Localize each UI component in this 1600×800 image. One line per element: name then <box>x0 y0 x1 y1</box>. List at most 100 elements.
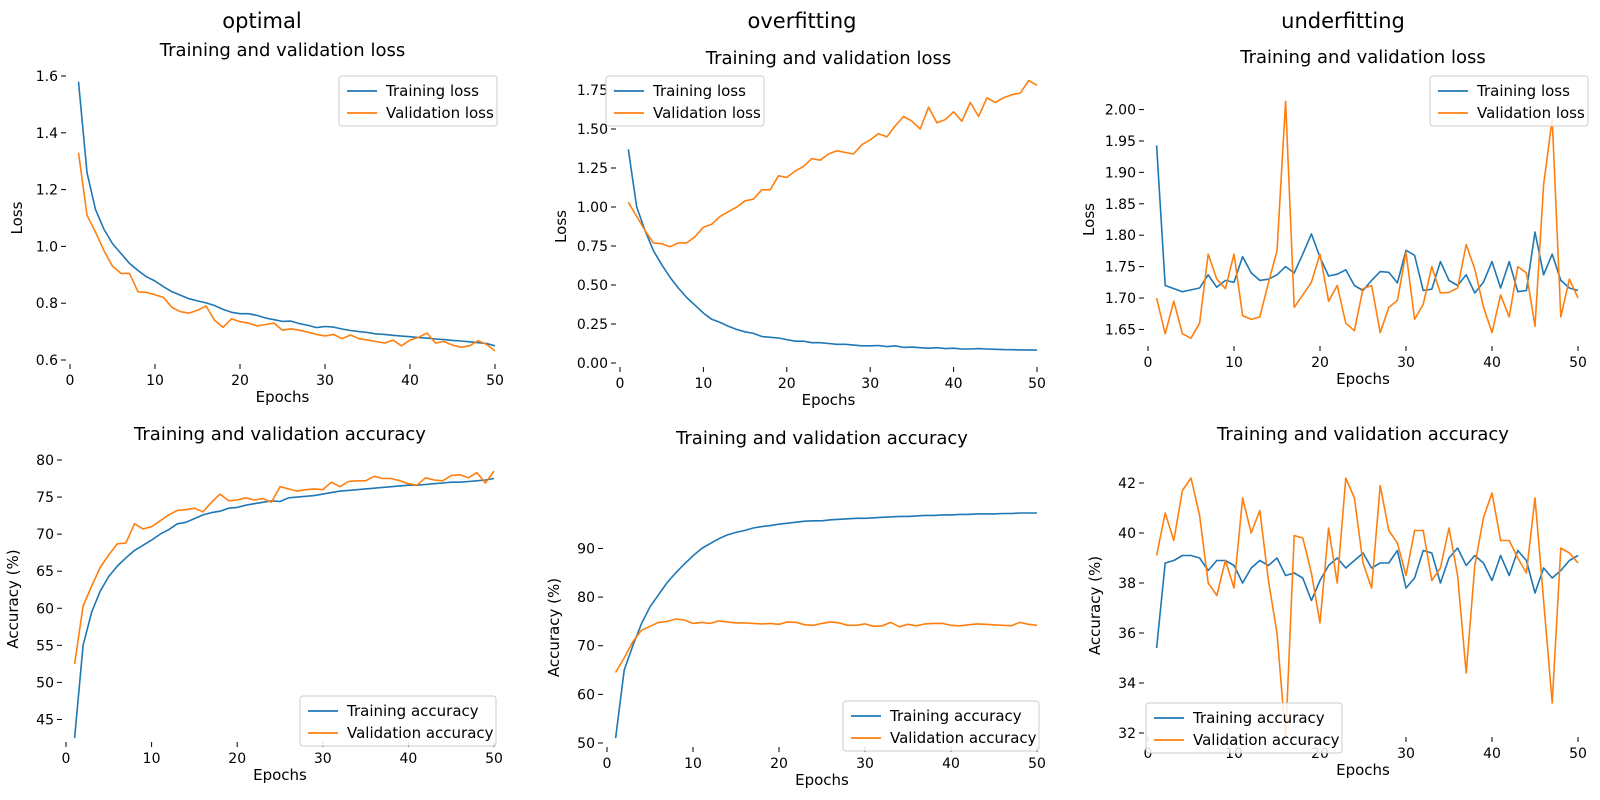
chart-1-y-tick-label: 0.6 <box>36 353 58 369</box>
chart-2-x-axis-label: Epochs <box>802 391 856 409</box>
chart-5-y-axis-label: Accuracy (%) <box>545 578 563 677</box>
chart-2-x-tick-label: 0 <box>616 376 625 392</box>
chart-5-x-tick-label: 30 <box>856 756 874 772</box>
chart-5-legend-box <box>842 700 1040 752</box>
chart-5-x-tick-label: 20 <box>770 756 788 772</box>
chart-5-y-tick-label: 80 <box>577 590 595 606</box>
chart-panel-3: Training and validation loss 0 10 20 30 40 50 1… <box>1080 47 1589 388</box>
chart-1-y-tick-label: 1.2 <box>36 183 58 199</box>
chart-2-y-tick-label: 1.25 <box>577 161 608 177</box>
chart-6-series-validation-line <box>1155 477 1579 739</box>
chart-4-x-tick-label: 40 <box>399 751 417 767</box>
chart-4-x-tick-label: 10 <box>143 751 161 767</box>
chart-6-x-tick-label: 40 <box>1483 746 1501 762</box>
chart-2-x-tick-label: 30 <box>861 376 879 392</box>
column-title-optimal: optimal <box>222 9 301 33</box>
chart-4-x-axis-label: Epochs <box>253 766 307 784</box>
chart-3-series-training-line <box>1155 145 1579 294</box>
chart-2-legend-label-training: Training loss <box>652 82 746 100</box>
chart-3-y-tick-label: 1.70 <box>1105 291 1136 307</box>
chart-5-x-tick-label: 40 <box>942 756 960 772</box>
chart-6-series-training-line <box>1155 547 1579 649</box>
chart-1-legend-box <box>338 75 498 127</box>
chart-2-y-tick-label: 1.00 <box>577 200 608 216</box>
chart-1-x-axis-label: Epochs <box>256 388 310 406</box>
chart-6-x-tick-label: 0 <box>1144 746 1153 762</box>
chart-4-y-axis-label: Accuracy (%) <box>4 549 22 648</box>
chart-6-legend: Training accuracy Validation accuracy <box>1145 702 1343 754</box>
chart-6-y-tick-label: 40 <box>1118 526 1136 542</box>
chart-3-x-tick-label: 10 <box>1225 355 1243 371</box>
chart-5-legend-label-training: Training accuracy <box>889 707 1022 725</box>
chart-3-x-tick-label: 40 <box>1483 355 1501 371</box>
chart-6-x-axis-label: Epochs <box>1336 761 1390 779</box>
chart-1-y-tick-label: 1.6 <box>36 69 58 85</box>
chart-3-series-validation-line <box>1155 100 1579 340</box>
chart-4-x-tick-label: 20 <box>228 751 246 767</box>
chart-6-x-tick-label: 30 <box>1397 746 1415 762</box>
chart-3-y-tick-label: 1.95 <box>1105 134 1136 150</box>
chart-6-y-tick-label: 34 <box>1118 676 1136 692</box>
chart-3-x-tick-label: 30 <box>1397 355 1415 371</box>
chart-5-x-tick-label: 10 <box>684 756 702 772</box>
chart-1-y-axis-label: Loss <box>8 201 26 234</box>
chart-6-legend-label-validation: Validation accuracy <box>1193 731 1340 749</box>
chart-4-legend-label-training: Training accuracy <box>346 702 479 720</box>
chart-5-legend-label-validation: Validation accuracy <box>890 729 1037 747</box>
chart-1-series-training-line <box>77 81 496 347</box>
chart-3-legend: Training loss Validation loss <box>1429 75 1589 127</box>
chart-2-y-tick-label: 0.50 <box>577 278 608 294</box>
chart-1-x-tick-label: 0 <box>66 373 75 389</box>
chart-3-x-tick-label: 0 <box>1144 355 1153 371</box>
chart-3-x-axis-label: Epochs <box>1336 370 1390 388</box>
chart-6-title: Training and validation accuracy <box>1216 424 1509 445</box>
chart-1-x-tick-label: 50 <box>486 373 504 389</box>
chart-2-x-tick-label: 50 <box>1028 376 1046 392</box>
chart-panel-2: Training and validation loss 0 10 20 30 40 50 0… <box>552 48 1046 409</box>
chart-4-x-tick-label: 50 <box>485 751 503 767</box>
chart-3-y-tick-label: 2.00 <box>1105 103 1136 119</box>
chart-2-series-training-line <box>627 149 1038 351</box>
chart-5-x-axis-label: Epochs <box>795 771 849 789</box>
chart-5-series-validation-line <box>614 618 1038 673</box>
chart-2-x-tick-label: 10 <box>694 376 712 392</box>
chart-6-legend-label-training: Training accuracy <box>1192 709 1325 727</box>
chart-2-y-tick-label: 0.75 <box>577 239 608 255</box>
chart-2-title: Training and validation loss <box>705 48 951 69</box>
chart-5-y-tick-label: 90 <box>577 541 595 557</box>
chart-panels: Training and validation loss 0 10 20 30 40 50 0… <box>4 40 1589 789</box>
chart-1-series-validation-line <box>77 152 496 352</box>
chart-4-series-training-line <box>73 477 495 739</box>
chart-3-x-tick-label: 20 <box>1311 355 1329 371</box>
chart-4-x-tick-label: 0 <box>62 751 71 767</box>
chart-1-title: Training and validation loss <box>159 40 405 61</box>
chart-6-x-tick-label: 50 <box>1569 746 1587 762</box>
chart-3-legend-box <box>1429 75 1589 127</box>
chart-2-y-axis-label: Loss <box>552 210 570 243</box>
chart-panel-5: Training and validation accuracy 0 10 20 30 4… <box>545 428 1046 789</box>
chart-4-legend-label-validation: Validation accuracy <box>347 724 494 742</box>
chart-5-y-tick-label: 50 <box>577 736 595 752</box>
chart-5-x-tick-label: 0 <box>603 756 612 772</box>
chart-5-series-training-line <box>614 512 1037 739</box>
chart-1-legend: Training loss Validation loss <box>338 75 498 127</box>
chart-4-x-tick-label: 30 <box>314 751 332 767</box>
chart-2-series-validation-line <box>627 79 1038 248</box>
chart-2-y-tick-label: 1.75 <box>577 83 608 99</box>
chart-1-x-tick-label: 10 <box>146 373 164 389</box>
chart-2-x-tick-label: 20 <box>778 376 796 392</box>
chart-4-series-validation-line <box>73 470 495 665</box>
chart-3-title: Training and validation loss <box>1239 47 1485 68</box>
chart-5-x-tick-label: 50 <box>1028 756 1046 772</box>
chart-6-y-axis-label: Accuracy (%) <box>1086 556 1104 655</box>
chart-3-y-tick-label: 1.75 <box>1105 260 1136 276</box>
chart-2-y-tick-label: 0.25 <box>577 317 608 333</box>
chart-1-x-tick-label: 30 <box>316 373 334 389</box>
chart-5-y-tick-label: 60 <box>577 687 595 703</box>
chart-4-y-tick-label: 55 <box>36 638 54 654</box>
chart-2-y-tick-label: 1.50 <box>577 122 608 138</box>
chart-4-legend: Training accuracy Validation accuracy <box>299 695 497 747</box>
chart-4-y-tick-label: 70 <box>36 527 54 543</box>
chart-2-x-tick-label: 40 <box>945 376 963 392</box>
